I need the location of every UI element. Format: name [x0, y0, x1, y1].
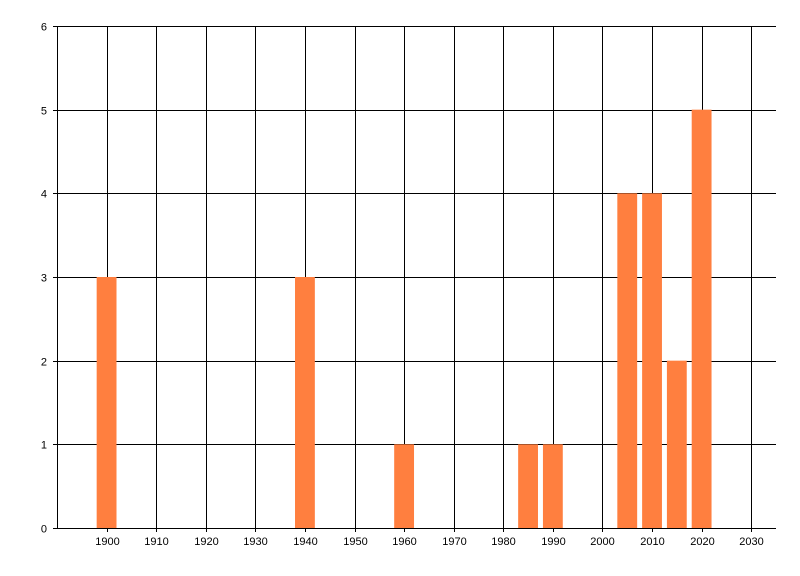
x-tick-label: 1990 [541, 536, 565, 548]
x-tick-label: 1930 [243, 536, 267, 548]
bars [96, 109, 712, 529]
x-tick-label: 2030 [739, 536, 763, 548]
x-tick-label: 1980 [491, 536, 515, 548]
x-tick-label: 1910 [144, 536, 168, 548]
bar [642, 193, 662, 529]
x-tick-label: 1970 [442, 536, 466, 548]
x-tick-label: 1900 [95, 536, 119, 548]
y-tick-label: 6 [41, 22, 47, 34]
axes [57, 26, 776, 529]
y-tick-label: 2 [41, 357, 47, 369]
y-tick-label: 5 [41, 106, 47, 118]
y-tick-labels: 0 1 2 3 4 5 6 [41, 22, 47, 536]
y-tick-label: 3 [41, 273, 47, 285]
x-tick-label: 2000 [590, 536, 614, 548]
bar [666, 360, 687, 528]
bar [542, 444, 563, 528]
bar [617, 193, 638, 529]
bar [96, 277, 117, 528]
bar [518, 444, 538, 528]
y-tick-label: 1 [41, 440, 47, 452]
x-tick-label: 1920 [194, 536, 218, 548]
x-tick-label: 1950 [343, 536, 367, 548]
x-tick-label: 1960 [392, 536, 416, 548]
y-tick-label: 4 [41, 189, 47, 201]
y-tick-label: 0 [41, 524, 47, 536]
bar [691, 109, 712, 529]
bar [295, 277, 315, 528]
x-tick-label: 2020 [690, 536, 714, 548]
x-tick-label: 2010 [640, 536, 664, 548]
x-tick-labels: 1900 1910 1920 1930 1940 1950 1960 1970 1980 1990… [95, 536, 763, 548]
x-tick-label: 1940 [293, 536, 317, 548]
bar [394, 444, 415, 528]
